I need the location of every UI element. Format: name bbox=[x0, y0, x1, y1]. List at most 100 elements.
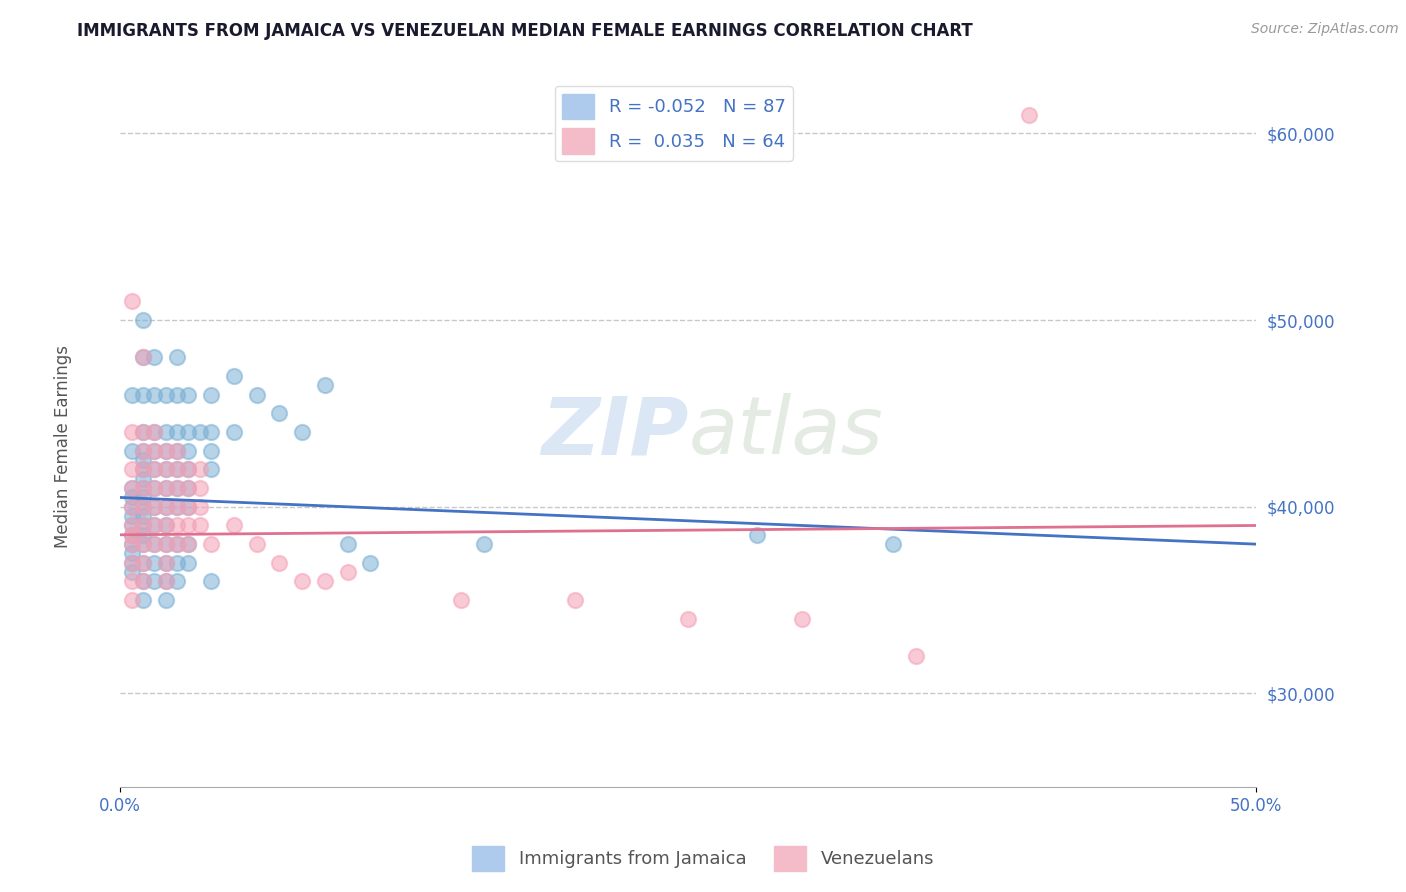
Point bbox=[121, 565, 143, 579]
Point bbox=[200, 462, 222, 476]
Point bbox=[121, 518, 143, 533]
Point bbox=[188, 518, 211, 533]
Point bbox=[121, 481, 143, 495]
Point bbox=[904, 649, 927, 664]
Point bbox=[132, 481, 155, 495]
Point bbox=[188, 481, 211, 495]
Point bbox=[143, 388, 166, 402]
Point bbox=[155, 462, 177, 476]
Point bbox=[121, 556, 143, 570]
Point bbox=[121, 546, 143, 560]
Point bbox=[177, 500, 200, 514]
Point bbox=[132, 574, 155, 589]
Point bbox=[143, 500, 166, 514]
Point bbox=[166, 518, 188, 533]
Point bbox=[121, 537, 143, 551]
Point bbox=[143, 462, 166, 476]
Point bbox=[132, 556, 155, 570]
Point bbox=[143, 443, 166, 458]
Point bbox=[155, 443, 177, 458]
Point bbox=[177, 518, 200, 533]
Point bbox=[143, 425, 166, 439]
Point bbox=[143, 518, 166, 533]
Point bbox=[166, 443, 188, 458]
Point bbox=[155, 500, 177, 514]
Point bbox=[155, 481, 177, 495]
Point bbox=[222, 425, 245, 439]
Point bbox=[132, 425, 155, 439]
Point bbox=[200, 388, 222, 402]
Point bbox=[222, 518, 245, 533]
Point bbox=[121, 528, 143, 542]
Point bbox=[188, 462, 211, 476]
Point bbox=[132, 443, 155, 458]
Point bbox=[121, 388, 143, 402]
Point bbox=[166, 500, 188, 514]
Point bbox=[155, 574, 177, 589]
Legend: R = -0.052   N = 87, R =  0.035   N = 64: R = -0.052 N = 87, R = 0.035 N = 64 bbox=[555, 87, 793, 161]
Point bbox=[121, 294, 143, 309]
Point bbox=[269, 556, 291, 570]
Point bbox=[155, 481, 177, 495]
Point bbox=[336, 565, 359, 579]
Point bbox=[166, 500, 188, 514]
Text: Source: ZipAtlas.com: Source: ZipAtlas.com bbox=[1251, 22, 1399, 37]
Point bbox=[177, 481, 200, 495]
Point bbox=[132, 462, 155, 476]
Point bbox=[143, 500, 166, 514]
Point bbox=[121, 537, 143, 551]
Point bbox=[155, 556, 177, 570]
Point bbox=[155, 500, 177, 514]
Point bbox=[177, 462, 200, 476]
Point bbox=[132, 481, 155, 495]
Point bbox=[121, 425, 143, 439]
Point bbox=[155, 443, 177, 458]
Point bbox=[121, 491, 143, 505]
Text: ZIP: ZIP bbox=[541, 393, 689, 471]
Point bbox=[132, 593, 155, 607]
Point bbox=[177, 556, 200, 570]
Point bbox=[121, 556, 143, 570]
Point bbox=[132, 574, 155, 589]
Point bbox=[166, 537, 188, 551]
Point bbox=[132, 388, 155, 402]
Point bbox=[882, 537, 904, 551]
Point bbox=[132, 453, 155, 467]
Point bbox=[132, 313, 155, 327]
Point bbox=[143, 518, 166, 533]
Point bbox=[246, 388, 269, 402]
Point bbox=[132, 425, 155, 439]
Point bbox=[246, 537, 269, 551]
Point bbox=[155, 556, 177, 570]
Point bbox=[155, 518, 177, 533]
Point bbox=[121, 500, 143, 514]
Point bbox=[143, 462, 166, 476]
Point bbox=[132, 491, 155, 505]
Point bbox=[177, 388, 200, 402]
Point bbox=[269, 407, 291, 421]
Point bbox=[472, 537, 495, 551]
Point bbox=[155, 574, 177, 589]
Point bbox=[121, 462, 143, 476]
Point bbox=[143, 481, 166, 495]
Point bbox=[132, 528, 155, 542]
Point bbox=[177, 443, 200, 458]
Text: atlas: atlas bbox=[689, 393, 883, 471]
Point bbox=[143, 537, 166, 551]
Point bbox=[143, 556, 166, 570]
Point bbox=[132, 351, 155, 365]
Point bbox=[188, 500, 211, 514]
Point bbox=[143, 574, 166, 589]
Point bbox=[200, 443, 222, 458]
Point bbox=[166, 537, 188, 551]
Point bbox=[143, 443, 166, 458]
Point bbox=[790, 612, 813, 626]
Point bbox=[132, 351, 155, 365]
Point bbox=[121, 593, 143, 607]
Point bbox=[121, 528, 143, 542]
Point bbox=[121, 500, 143, 514]
Point bbox=[132, 509, 155, 524]
Text: Median Female Earnings: Median Female Earnings bbox=[55, 344, 72, 548]
Point bbox=[155, 388, 177, 402]
Point bbox=[132, 556, 155, 570]
